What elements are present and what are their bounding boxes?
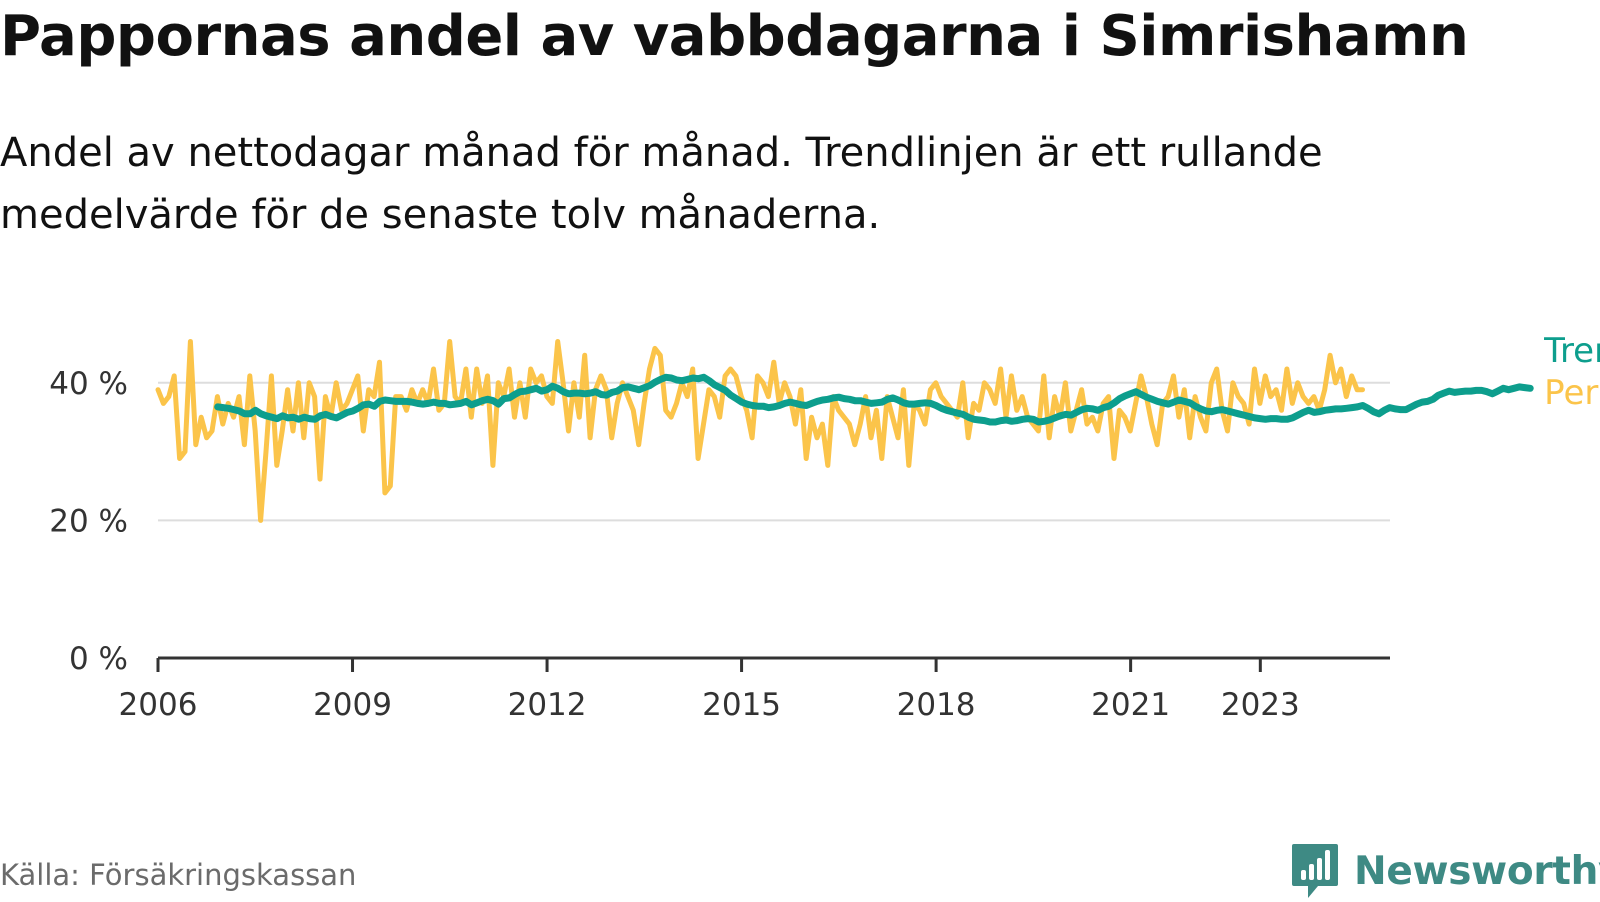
- chart-title: Pappornas andel av vabbdagarna i Simrish…: [0, 4, 1469, 69]
- x-axis: 2006 2009 2012 2015 2018 2021 2023: [119, 656, 1390, 723]
- trend-series-line: [214, 373, 1534, 426]
- x-tick-label: 2023: [1221, 687, 1300, 723]
- x-tick-label: 2006: [119, 687, 198, 723]
- legend-label-trend: Trend: [1543, 331, 1600, 371]
- y-tick-label: 20 %: [49, 503, 128, 539]
- legend-label-monthly: Per månad: [1544, 373, 1600, 413]
- series-lines: [155, 339, 1534, 523]
- x-tick-label: 2018: [897, 687, 976, 723]
- source-note: Källa: Försäkringskassan: [0, 858, 357, 892]
- newsworthy-logo-icon: [1292, 844, 1338, 898]
- line-chart: 2006 2009 2012 2015 2018 2021 2023 0 % 20 % 40 %…: [49, 331, 1600, 723]
- chart-subtitle: Andel av nettodagar månad för månad. Tre…: [0, 130, 1323, 238]
- y-tick-label: 40 %: [49, 366, 128, 402]
- brand-logo: Newsworthy: [1290, 840, 1600, 902]
- series-labels: Per månadTrend: [1543, 331, 1600, 413]
- x-tick-label: 2015: [702, 687, 781, 723]
- x-tick-label: 2009: [313, 687, 392, 723]
- monthly-series-line: [155, 339, 1365, 523]
- brand-name: Newsworthy: [1354, 848, 1600, 894]
- x-tick-label: 2021: [1091, 687, 1170, 723]
- x-tick-label: 2012: [508, 687, 587, 723]
- y-axis: 0 % 20 % 40 %: [49, 366, 128, 677]
- y-tick-label: 0 %: [69, 641, 128, 677]
